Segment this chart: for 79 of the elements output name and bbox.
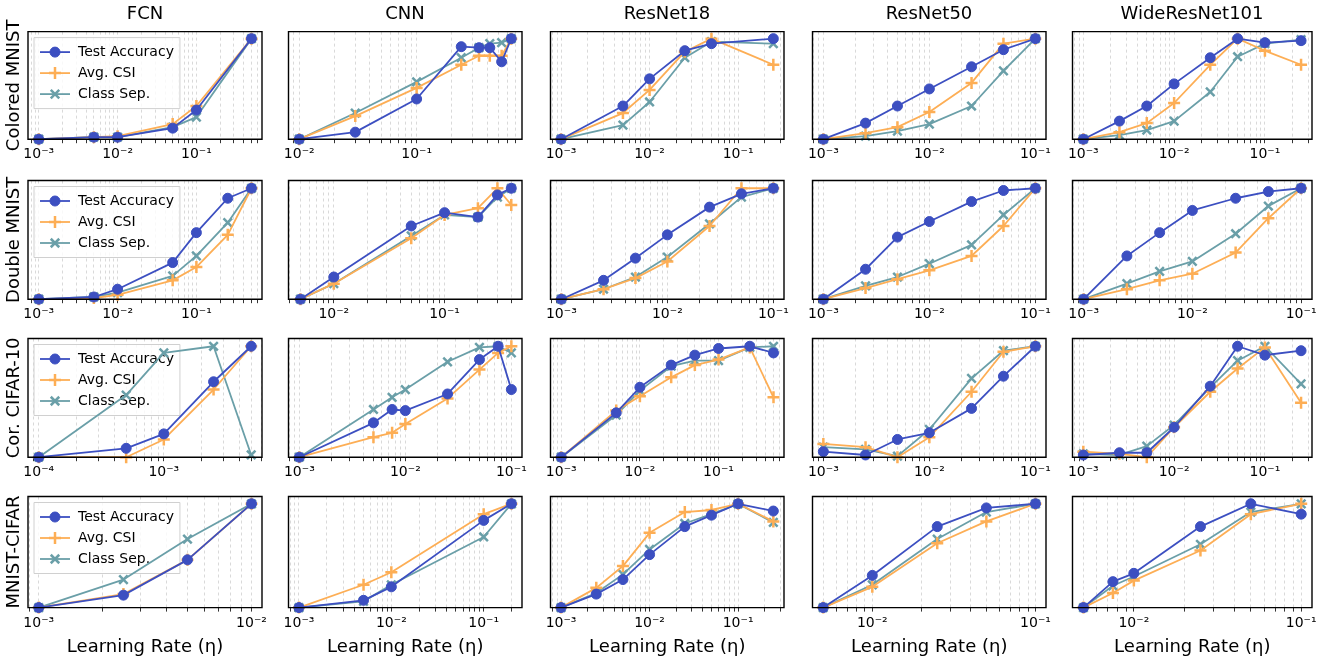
x-tick-label: 10⁻² (1158, 145, 1190, 162)
x-axis-title: Learning Rate (η) (851, 634, 1008, 656)
legend-label: Test Accuracy (77, 507, 174, 524)
legend-label: Avg. CSI (78, 370, 136, 387)
x-tick-label: 10⁻¹ (1249, 145, 1281, 162)
x-tick-label: 10⁻² (102, 145, 133, 162)
x-tick-label: 10⁻² (913, 463, 945, 480)
legend-label: Class Sep. (78, 391, 151, 408)
x-tick-label: 10⁻² (624, 463, 656, 480)
x-tick-label: 10⁻¹ (1019, 145, 1051, 162)
x-tick-label: 10⁻¹ (722, 613, 754, 630)
x-tick-label: 10⁻³ (1067, 145, 1099, 162)
x-tick-label: 10⁻¹ (722, 145, 754, 162)
x-axis-title: Learning Rate (η) (1114, 634, 1271, 656)
x-tick-label: 10⁻² (318, 305, 350, 322)
x-tick-label: 10⁻¹ (401, 145, 433, 162)
chart-title: CNN (385, 2, 425, 24)
x-tick-label: 10⁻¹ (180, 145, 212, 162)
legend-label: Test Accuracy (77, 191, 174, 208)
x-tick-label: 10⁻³ (545, 463, 577, 480)
x-tick-label: 10⁻² (913, 305, 945, 322)
x-tick-label: 10⁻¹ (1249, 463, 1281, 480)
x-tick-label: 10⁻¹ (703, 463, 734, 480)
x-axis-title: Learning Rate (η) (589, 634, 746, 656)
legend-label: Avg. CSI (78, 63, 136, 80)
x-tick-label: 10⁻² (236, 613, 267, 630)
x-tick-label: 10⁻² (913, 145, 945, 162)
x-tick-label: 10⁻² (102, 305, 133, 322)
y-axis-title: MNIST-CIFAR (1, 495, 23, 609)
x-tick-label: 10⁻³ (23, 305, 55, 322)
x-tick-label: 10⁻³ (1067, 463, 1099, 480)
x-tick-label: 10⁻³ (807, 305, 839, 322)
x-tick-label: 10⁻³ (545, 305, 577, 322)
x-tick-label: 10⁻² (856, 613, 888, 630)
x-tick-label: 10⁻² (634, 145, 665, 162)
x-tick-label: 10⁻² (651, 305, 683, 322)
x-tick-label: 10⁻² (1176, 305, 1208, 322)
x-tick-label: 10⁻² (283, 145, 315, 162)
x-tick-label: 10⁻¹ (495, 463, 527, 480)
x-tick-label: 10⁻¹ (468, 613, 500, 630)
legend-label: Class Sep. (78, 233, 151, 250)
y-axis-title: Colored MNIST (1, 18, 23, 152)
x-tick-label: 10⁻² (1158, 463, 1190, 480)
x-tick-label: 10⁻³ (545, 613, 577, 630)
x-tick-label: 10⁻² (634, 613, 665, 630)
legend-label: Test Accuracy (77, 42, 174, 59)
x-tick-label: 10⁻¹ (757, 305, 789, 322)
x-tick-label: 10⁻³ (283, 613, 315, 630)
x-tick-label: 10⁻² (1118, 613, 1150, 630)
x-tick-label: 10⁻³ (807, 463, 839, 480)
y-axis-title: Double MNIST (1, 175, 23, 303)
legend-label: Avg. CSI (78, 528, 136, 545)
x-tick-label: 10⁻¹ (180, 305, 212, 322)
x-tick-label: 10⁻¹ (1020, 613, 1051, 630)
legend-label: Class Sep. (78, 84, 151, 101)
x-tick-label: 10⁻¹ (1019, 463, 1051, 480)
x-tick-label: 10⁻¹ (1285, 305, 1317, 322)
legend-label: Avg. CSI (78, 212, 136, 229)
x-tick-label: 10⁻³ (283, 463, 315, 480)
y-axis-title: Cor. CIFAR-10 (1, 337, 23, 459)
x-tick-label: 10⁻² (375, 613, 407, 630)
x-tick-label: 10⁻² (389, 463, 421, 480)
x-tick-label: 10⁻³ (148, 463, 180, 480)
legend-label: Class Sep. (78, 549, 151, 566)
chart-title: ResNet18 (623, 2, 711, 24)
x-tick-label: 10⁻³ (23, 145, 55, 162)
x-tick-label: 10⁻¹ (429, 305, 460, 322)
x-tick-label: 10⁻³ (807, 145, 839, 162)
x-tick-label: 10⁻¹ (1019, 305, 1051, 322)
chart-title: WideResNet101 (1120, 2, 1264, 24)
x-tick-label: 10⁻³ (1068, 305, 1100, 322)
x-axis-title: Learning Rate (η) (327, 634, 484, 656)
x-axis-title: Learning Rate (η) (66, 634, 224, 656)
chart-title: FCN (126, 2, 164, 24)
x-tick-label: 10⁻³ (23, 613, 55, 630)
chart-title: ResNet50 (885, 2, 973, 24)
x-tick-label: 10⁻⁴ (23, 463, 55, 480)
x-tick-label: 10⁻¹ (1285, 613, 1317, 630)
x-tick-label: 10⁻³ (545, 145, 577, 162)
